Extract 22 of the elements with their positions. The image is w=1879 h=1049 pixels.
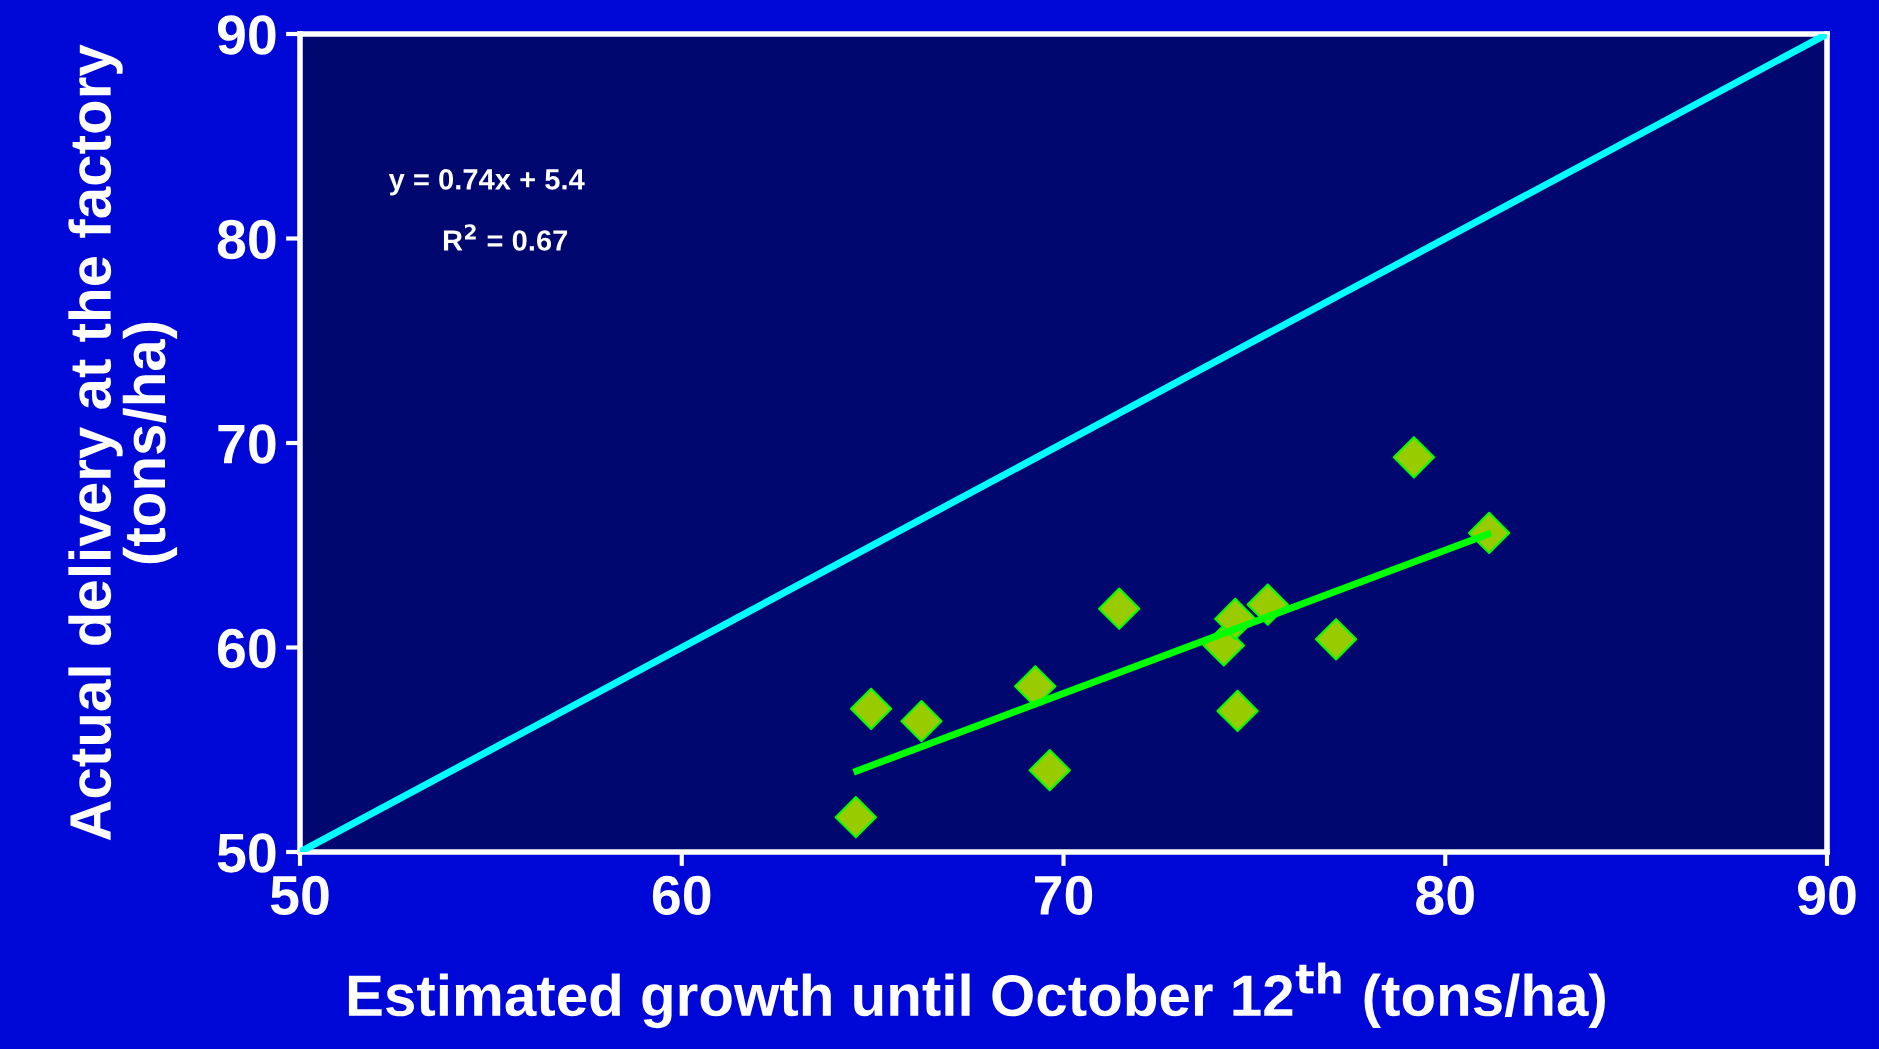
point xyxy=(1028,749,1071,792)
y-tick-label: 80 xyxy=(217,219,276,260)
point xyxy=(849,687,893,731)
x-tick-label: 60 xyxy=(652,875,711,916)
point xyxy=(834,796,877,839)
y-tick-label: 60 xyxy=(218,628,276,669)
x-tick-label: 90 xyxy=(1798,875,1856,916)
point xyxy=(1098,587,1141,630)
y-tick-label: 50 xyxy=(217,833,276,873)
x-tick-label: 70 xyxy=(1034,875,1093,916)
y-tick-label: 70 xyxy=(218,424,276,464)
point xyxy=(1314,618,1358,661)
x-axis-title: Estimated growth until October 12$^{th}$ (tons/ha) xyxy=(348,962,1605,1029)
y-axis-title: Actual delivery at the factory (tons/ha) xyxy=(68,44,178,841)
point xyxy=(1392,436,1436,479)
point xyxy=(1216,689,1259,733)
x-tick-label: 80 xyxy=(1416,875,1474,916)
annotation: y = 0.74x + 5.4 xyxy=(388,169,585,196)
point xyxy=(900,699,943,743)
y-tick-label: 90 xyxy=(217,15,276,55)
annotation: R$^{2}$ = 0.67 xyxy=(443,224,568,251)
x-tick-label: 50 xyxy=(270,875,329,916)
